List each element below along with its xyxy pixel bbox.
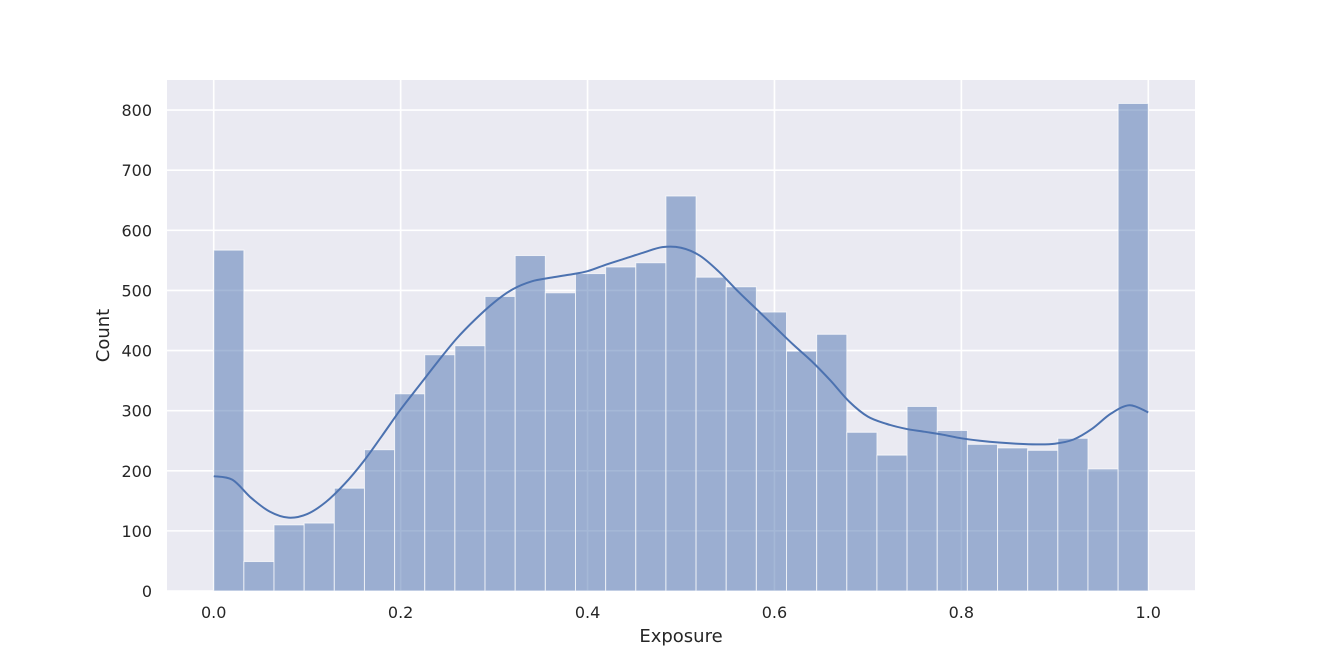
histogram-bar: [786, 350, 818, 592]
histogram-bar: [1057, 437, 1089, 592]
kde-line: [213, 245, 1149, 519]
histogram-bar: [243, 561, 275, 592]
y-tick-label: 100: [121, 522, 152, 541]
histogram-bar: [1027, 449, 1059, 592]
histogram-bar: [544, 292, 576, 592]
y-tick-label: 200: [121, 462, 152, 481]
histogram-bar: [997, 447, 1029, 592]
histogram-bar: [936, 429, 968, 592]
histogram-bar: [755, 311, 788, 592]
histogram-bar: [454, 345, 486, 592]
histogram-bar: [635, 262, 667, 592]
histogram-bar: [665, 195, 697, 592]
histogram-bar: [574, 273, 607, 592]
histogram-bars: [213, 102, 1149, 592]
x-tick-label: 0.0: [201, 603, 226, 622]
y-tick-label: 400: [121, 342, 152, 361]
histogram-bar: [906, 405, 938, 592]
histogram-bar: [363, 449, 396, 592]
y-axis-label: Count: [93, 309, 114, 362]
histogram-bar: [1117, 102, 1149, 592]
histogram-bar: [695, 276, 727, 592]
histogram-bar: [333, 487, 365, 592]
x-tick-label: 0.4: [575, 603, 600, 622]
y-tick-label: 600: [121, 221, 152, 240]
histogram-bar: [514, 255, 546, 592]
histogram-bar: [273, 524, 305, 592]
x-tick-label: 0.6: [762, 603, 787, 622]
histogram-bar: [876, 454, 908, 592]
histogram-bar: [1087, 468, 1119, 592]
y-tick-labels: 0 100 200 300 400 500 600 700 800: [121, 101, 152, 601]
histogram-bar: [394, 393, 426, 592]
histogram-bar: [846, 431, 878, 592]
histogram-bar: [424, 354, 456, 592]
y-tick-label: 800: [121, 101, 152, 120]
x-tick-labels: 0.0 0.2 0.4 0.6 0.8 1.0: [201, 603, 1161, 622]
histogram-bar: [966, 443, 999, 592]
y-tick-label: 300: [121, 402, 152, 421]
x-tick-label: 1.0: [1136, 603, 1161, 622]
histogram-bar: [484, 295, 516, 592]
y-tick-label: 0: [142, 582, 152, 601]
y-tick-label: 700: [121, 161, 152, 180]
histogram-bar: [605, 266, 637, 592]
histogram-bar: [816, 333, 848, 592]
y-tick-label: 500: [121, 281, 152, 300]
x-tick-label: 0.8: [949, 603, 974, 622]
x-tick-label: 0.2: [388, 603, 413, 622]
histogram-bar: [303, 522, 335, 592]
histogram-bar: [213, 249, 245, 592]
x-axis-label: Exposure: [639, 626, 722, 647]
histogram-bar: [725, 286, 757, 592]
